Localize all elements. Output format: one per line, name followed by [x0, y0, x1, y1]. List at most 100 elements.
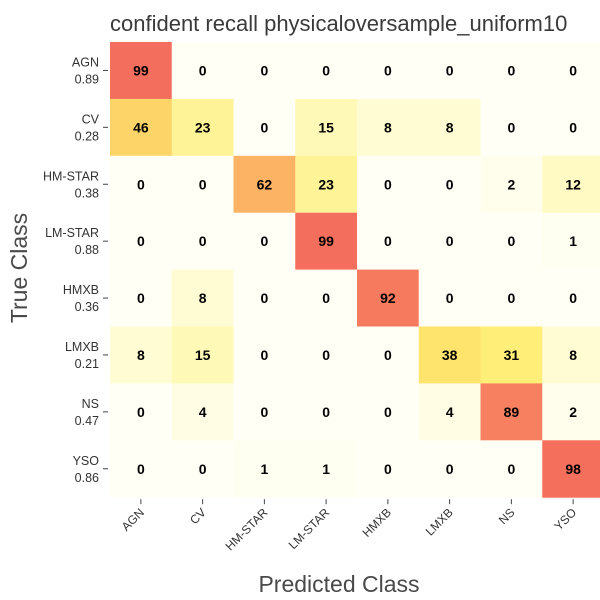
y-tick-sublabel: 0.28 — [75, 129, 99, 143]
x-tick-ns: NS — [496, 499, 518, 527]
cell-value-label: 0 — [569, 119, 577, 135]
x-tick-label: AGN — [119, 505, 147, 533]
heatmap-cell — [110, 98, 173, 157]
cell-value-label: 0 — [322, 404, 330, 420]
cell-value-label: 1 — [322, 461, 330, 477]
heatmap-cell — [480, 212, 543, 271]
y-tick-label: LM-STAR — [45, 226, 99, 240]
heatmap-cell — [542, 155, 600, 214]
cell-value-label: 0 — [260, 290, 268, 306]
heatmap-cell — [480, 98, 543, 157]
x-tick-agn: AGN — [119, 499, 147, 534]
cell-value-label: 0 — [137, 290, 145, 306]
y-tick-lmxb: LMXB 0.21 — [65, 340, 108, 371]
heatmap-cell — [418, 269, 481, 327]
cell-value-label: 0 — [446, 233, 454, 249]
heatmap-cell — [110, 326, 173, 384]
y-tick-yso: YSO 0.86 — [73, 454, 108, 485]
cell-value-label: 0 — [507, 233, 515, 249]
cell-value-label: 0 — [322, 62, 330, 78]
cell-value-label: 8 — [384, 119, 392, 135]
cell-value-label: 8 — [137, 347, 145, 363]
cell-value-label: 0 — [137, 176, 145, 192]
x-tick-hmxb: HMXB — [360, 499, 394, 540]
y-tick-label: YSO — [73, 454, 100, 468]
heatmap-cell — [110, 440, 173, 498]
y-tick-label: HMXB — [63, 283, 99, 297]
cell-value-label: 98 — [565, 461, 581, 477]
heatmap-cell — [171, 42, 234, 100]
heatmap-cell — [171, 326, 234, 384]
y-tick-label: HM-STAR — [43, 169, 99, 183]
heatmap-cell — [357, 326, 420, 384]
x-tick-label: HM-STAR — [223, 505, 271, 553]
heatmap-cell — [480, 42, 543, 100]
heatmap-cell — [295, 212, 358, 271]
heatmap-cell — [233, 98, 296, 157]
cell-value-label: 0 — [260, 347, 268, 363]
heatmap-cell — [542, 212, 600, 271]
x-axis-ticks: AGN CV HM-STAR LM-STAR HMXB LMXB NS YSO — [119, 499, 579, 553]
x-tick-label: NS — [496, 505, 518, 527]
heatmap-cell — [418, 440, 481, 498]
y-tick-ns: NS 0.47 — [75, 397, 108, 428]
cell-value-label: 4 — [199, 404, 207, 420]
y-tick-sublabel: 0.21 — [75, 357, 99, 371]
heatmap-cell — [171, 155, 234, 214]
heatmap-cell — [110, 42, 173, 100]
heatmap-cell — [418, 212, 481, 271]
y-tick-label: AGN — [72, 55, 99, 69]
heatmap-cell — [357, 383, 420, 441]
cell-value-label: 0 — [199, 233, 207, 249]
heatmap-cell — [480, 383, 543, 441]
x-tick-label: LMXB — [423, 505, 456, 538]
heatmap-cell — [418, 155, 481, 214]
cell-value-label: 0 — [137, 233, 145, 249]
heatmap-cell — [171, 269, 234, 327]
heatmap-cell — [233, 42, 296, 100]
cell-value-label: 8 — [446, 119, 454, 135]
cell-value-label: 38 — [442, 347, 458, 363]
cell-value-label: 0 — [260, 233, 268, 249]
x-tick-cv: CV — [187, 499, 209, 527]
cell-value-label: 0 — [199, 461, 207, 477]
cell-value-label: 15 — [195, 347, 211, 363]
heatmap-cell — [357, 42, 420, 100]
y-tick-sublabel: 0.38 — [75, 186, 99, 200]
cell-value-label: 0 — [507, 62, 515, 78]
x-tick-lm-star: LM-STAR — [286, 499, 332, 552]
heatmap-cell — [110, 269, 173, 327]
cell-value-label: 8 — [199, 290, 207, 306]
heatmap-cell — [542, 326, 600, 384]
cell-value-label: 99 — [318, 233, 334, 249]
cell-value-label: 12 — [565, 176, 581, 192]
y-tick-sublabel: 0.36 — [75, 300, 99, 314]
heatmap-cell — [110, 155, 173, 214]
heatmap-cell — [418, 98, 481, 157]
cell-value-label: 8 — [569, 347, 577, 363]
cell-value-label: 0 — [137, 404, 145, 420]
cell-value-label: 0 — [137, 461, 145, 477]
heatmap-cell — [233, 326, 296, 384]
cell-value-label: 2 — [507, 176, 515, 192]
y-tick-sublabel: 0.88 — [75, 243, 99, 257]
heatmap-cell — [480, 155, 543, 214]
x-tick-yso: YSO — [551, 499, 579, 533]
heatmap-cell — [542, 42, 600, 100]
heatmap-cell — [233, 269, 296, 327]
heatmap-cell — [480, 269, 543, 327]
cell-value-label: 2 — [569, 404, 577, 420]
cell-value-label: 0 — [199, 176, 207, 192]
heatmap-cell — [110, 212, 173, 271]
cell-value-label: 0 — [199, 62, 207, 78]
cell-value-label: 1 — [260, 461, 268, 477]
heatmap-cell — [295, 98, 358, 157]
heatmap-cell-labels: 99 0 0 0 0 0 0 046 23 0 15 8 8 0 00 0 62 23 0 0 2 120 0 0 99 0 0 0 1… — [133, 62, 581, 476]
x-tick-label: HMXB — [360, 505, 394, 539]
cell-value-label: 0 — [507, 461, 515, 477]
cell-value-label: 0 — [569, 62, 577, 78]
heatmap-cell — [357, 269, 420, 327]
x-tick-lmxb: LMXB — [423, 499, 456, 538]
cell-value-label: 0 — [446, 290, 454, 306]
